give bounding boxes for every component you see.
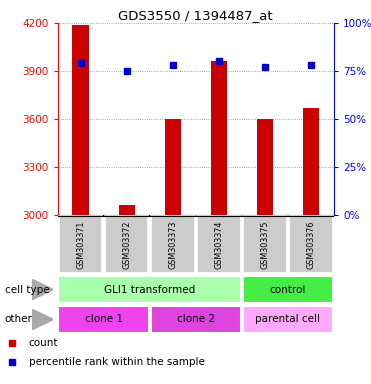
Text: GSM303375: GSM303375 bbox=[260, 220, 269, 269]
Bar bbox=[243, 306, 333, 333]
Text: clone 1: clone 1 bbox=[85, 314, 122, 324]
Text: GSM303373: GSM303373 bbox=[168, 221, 177, 269]
Text: clone 2: clone 2 bbox=[177, 314, 215, 324]
Text: parental cell: parental cell bbox=[255, 314, 320, 324]
Polygon shape bbox=[32, 279, 53, 300]
Bar bbox=[59, 216, 102, 273]
Bar bbox=[119, 205, 135, 215]
Title: GDS3550 / 1394487_at: GDS3550 / 1394487_at bbox=[118, 9, 273, 22]
Text: GSM303374: GSM303374 bbox=[214, 221, 223, 269]
Text: other: other bbox=[4, 314, 33, 324]
Bar bbox=[165, 119, 181, 215]
Bar bbox=[257, 119, 273, 215]
Polygon shape bbox=[32, 309, 53, 330]
Text: control: control bbox=[270, 285, 306, 295]
Text: GLI1 transformed: GLI1 transformed bbox=[104, 285, 195, 295]
Bar bbox=[72, 25, 89, 215]
Bar bbox=[58, 276, 241, 303]
Bar bbox=[243, 216, 287, 273]
Bar bbox=[243, 276, 333, 303]
Bar bbox=[303, 108, 319, 215]
Bar bbox=[211, 61, 227, 215]
Text: GSM303376: GSM303376 bbox=[306, 221, 315, 269]
Text: GSM303371: GSM303371 bbox=[76, 221, 85, 269]
Bar bbox=[289, 216, 333, 273]
Text: cell type: cell type bbox=[4, 285, 49, 295]
Bar bbox=[151, 216, 194, 273]
Bar bbox=[151, 306, 241, 333]
Bar bbox=[105, 216, 148, 273]
Text: GSM303372: GSM303372 bbox=[122, 220, 131, 269]
Bar bbox=[58, 306, 149, 333]
Bar bbox=[197, 216, 241, 273]
Text: count: count bbox=[29, 338, 58, 348]
Text: percentile rank within the sample: percentile rank within the sample bbox=[29, 357, 204, 367]
